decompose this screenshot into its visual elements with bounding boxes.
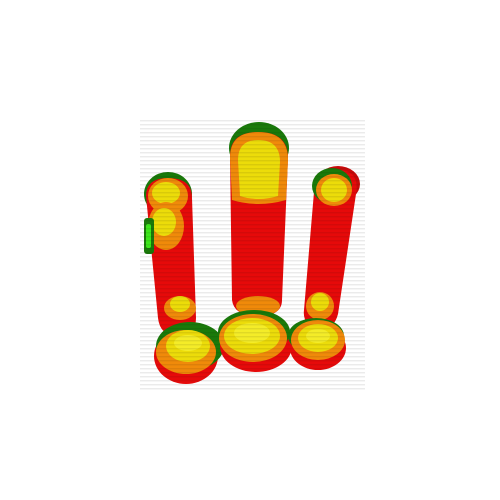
sculpture-group [140, 120, 365, 390]
stripe-overlay [140, 120, 365, 390]
